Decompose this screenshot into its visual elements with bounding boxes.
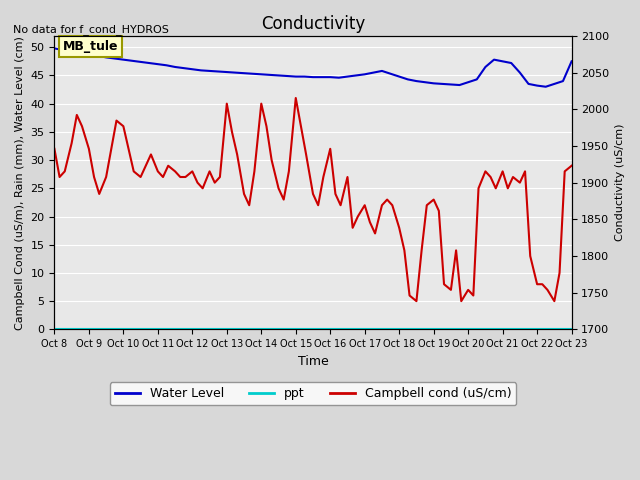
Text: MB_tule: MB_tule: [63, 40, 118, 53]
Text: No data for f_cond_HYDROS: No data for f_cond_HYDROS: [13, 24, 169, 35]
Legend: Water Level, ppt, Campbell cond (uS/cm): Water Level, ppt, Campbell cond (uS/cm): [109, 382, 516, 405]
X-axis label: Time: Time: [298, 355, 328, 368]
Y-axis label: Campbell Cond (uS/m), Rain (mm), Water Level (cm): Campbell Cond (uS/m), Rain (mm), Water L…: [15, 36, 25, 330]
Title: Conductivity: Conductivity: [261, 15, 365, 33]
Y-axis label: Conductivity (uS/cm): Conductivity (uS/cm): [615, 124, 625, 241]
